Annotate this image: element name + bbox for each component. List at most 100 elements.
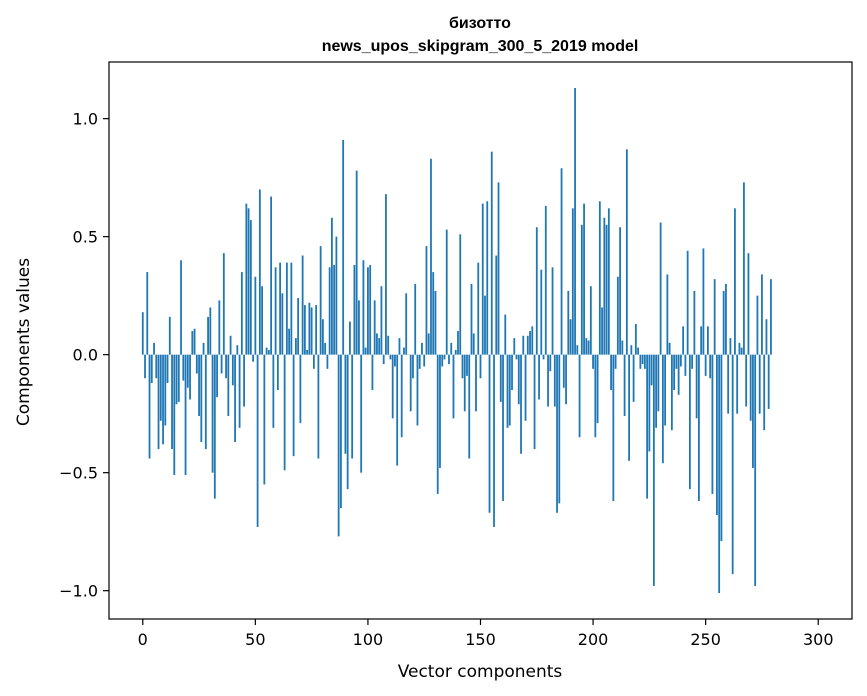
bar <box>218 300 221 355</box>
bar <box>222 253 225 355</box>
bar <box>461 354 464 379</box>
bar <box>693 290 696 355</box>
x-tick-label: 200 <box>578 630 609 649</box>
bar <box>412 354 414 379</box>
bar <box>247 208 250 355</box>
bar <box>164 354 167 426</box>
bar <box>376 333 378 355</box>
bar <box>333 264 336 355</box>
bar <box>180 260 182 355</box>
bar <box>276 354 279 391</box>
bar <box>202 342 205 355</box>
bar <box>308 302 311 355</box>
bar <box>398 338 401 355</box>
bar <box>213 354 216 499</box>
bar <box>531 326 534 355</box>
bar <box>702 248 705 355</box>
bar <box>175 354 178 405</box>
bar <box>263 354 266 485</box>
bar <box>319 246 322 355</box>
bar <box>639 354 642 369</box>
x-tick-label: 150 <box>465 630 496 649</box>
bar <box>587 340 590 355</box>
bar <box>371 354 374 391</box>
bar <box>553 354 556 407</box>
bar <box>493 354 495 527</box>
bar <box>598 201 601 355</box>
bar <box>538 354 540 400</box>
bar <box>400 354 403 438</box>
bar <box>594 354 597 438</box>
bar <box>529 331 531 355</box>
plot-frame <box>108 61 853 620</box>
bar <box>713 279 716 355</box>
bar <box>267 349 270 355</box>
bar <box>274 267 277 355</box>
bar <box>641 354 644 365</box>
bar <box>601 307 603 355</box>
bar <box>292 354 295 457</box>
x-axis-ticks: 0 50 100 150 200 250 300 <box>138 619 834 649</box>
bar <box>394 354 396 367</box>
bar <box>540 269 543 355</box>
bar <box>155 354 158 379</box>
bar <box>711 354 714 494</box>
y-tick-label: −1.0 <box>59 582 98 601</box>
bar <box>560 168 563 355</box>
bar <box>479 354 482 379</box>
bar <box>189 354 191 400</box>
bar <box>445 229 448 355</box>
bar <box>520 354 522 454</box>
bar <box>684 354 687 376</box>
bar <box>477 262 480 355</box>
bar <box>382 354 385 365</box>
bar <box>452 354 455 419</box>
bar <box>355 170 358 355</box>
bar <box>497 182 500 355</box>
bar <box>258 189 261 355</box>
bar <box>668 342 671 355</box>
bar <box>227 354 230 417</box>
bar <box>729 338 732 355</box>
bar <box>463 354 466 412</box>
bar <box>344 354 347 454</box>
bar <box>312 354 315 369</box>
bar <box>709 354 712 379</box>
bar <box>677 354 680 395</box>
bar <box>346 354 349 490</box>
bar <box>734 208 736 355</box>
bar <box>416 354 419 426</box>
bar <box>752 354 754 468</box>
bar <box>484 295 486 355</box>
bar <box>623 354 626 417</box>
bar <box>450 342 453 355</box>
bar <box>177 354 180 402</box>
bar <box>294 338 297 355</box>
bar <box>542 354 545 360</box>
bar <box>535 227 538 355</box>
bar <box>621 340 624 355</box>
bar <box>650 354 653 386</box>
bar <box>443 354 446 360</box>
bar <box>430 158 432 355</box>
bar <box>328 267 331 355</box>
bar <box>285 262 288 355</box>
bar <box>153 342 155 355</box>
bar <box>612 354 615 501</box>
bar <box>603 217 606 355</box>
bar <box>468 354 471 459</box>
bar <box>508 354 511 426</box>
bar <box>168 316 171 355</box>
bar <box>421 342 423 355</box>
bar <box>148 354 151 459</box>
bar <box>331 217 333 355</box>
bar <box>454 349 457 355</box>
bar <box>616 276 619 355</box>
bar <box>628 354 630 461</box>
bar <box>324 342 327 355</box>
bar <box>281 293 284 355</box>
bar <box>738 342 741 355</box>
bar <box>513 338 516 355</box>
bar <box>141 312 144 355</box>
bar <box>756 295 759 355</box>
